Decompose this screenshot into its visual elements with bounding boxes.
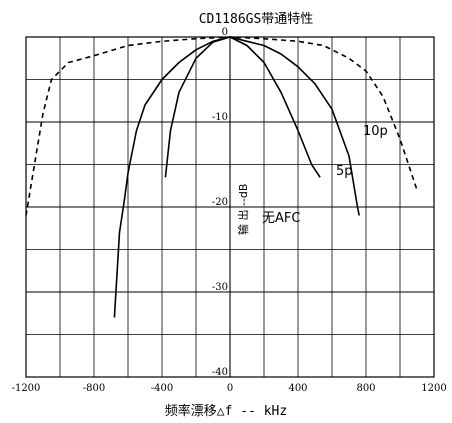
y-axis-label: 输 出 --dB (236, 184, 250, 235)
series-line-1 (113, 36, 360, 318)
y-tick-label: -40 (212, 367, 228, 378)
x-tick-label: 400 (288, 383, 307, 394)
x-tick-label: -1200 (12, 383, 41, 394)
x-tick-label: -800 (83, 383, 105, 394)
x-tick-label: 800 (356, 383, 375, 394)
series-label-no-afc: 无AFC (262, 211, 300, 226)
grid (25, 36, 435, 378)
series-label-5p: 5p (336, 164, 353, 179)
y-tick-label: -30 (212, 282, 228, 293)
chart-title: CD1186GS带通特性 (199, 12, 314, 27)
y-tick-label: -20 (212, 197, 228, 208)
series-line-0 (25, 36, 418, 216)
x-axis-label: 频率漂移△f -- kHz (165, 403, 287, 419)
series-label-10p: 10p (363, 124, 388, 139)
x-tick-label: 0 (227, 383, 233, 394)
x-tick-label: -400 (151, 383, 173, 394)
y-tick-label: -10 (212, 112, 228, 123)
y-tick-label: 0 (222, 27, 228, 38)
x-tick-label: 1200 (421, 383, 446, 394)
series-line-2 (164, 36, 321, 178)
series-group (25, 36, 418, 318)
tick-labels: -1200 -800 -400 0 400 800 1200 0 -10 -20 -30 -40 (12, 27, 447, 394)
